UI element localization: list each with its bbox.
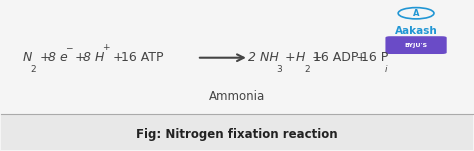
Text: 8 H: 8 H [83, 51, 104, 64]
Text: 16 ADP: 16 ADP [313, 51, 359, 64]
Text: 3: 3 [276, 65, 282, 74]
Text: 2: 2 [304, 65, 310, 74]
FancyBboxPatch shape [385, 36, 447, 54]
Text: A: A [413, 9, 419, 18]
Text: +: + [312, 51, 322, 64]
Text: −: − [65, 43, 73, 52]
Text: +: + [284, 51, 295, 64]
Text: i: i [385, 65, 388, 74]
Text: +: + [113, 51, 124, 64]
Text: 16 P: 16 P [361, 51, 388, 64]
Text: 8 e: 8 e [48, 51, 68, 64]
Text: +: + [355, 51, 366, 64]
Text: Fig: Nitrogen fixation reaction: Fig: Nitrogen fixation reaction [136, 128, 338, 141]
Text: 2 NH: 2 NH [247, 51, 278, 64]
Text: N: N [23, 51, 32, 64]
Text: 2: 2 [31, 65, 36, 74]
Text: H: H [296, 51, 305, 64]
Text: +: + [39, 51, 50, 64]
Text: +: + [102, 43, 109, 52]
Text: 16 ATP: 16 ATP [120, 51, 163, 64]
Text: Aakash: Aakash [395, 26, 438, 36]
Text: BYJU'S: BYJU'S [404, 43, 428, 48]
FancyBboxPatch shape [1, 114, 473, 150]
Text: Ammonia: Ammonia [209, 90, 265, 103]
Text: +: + [74, 51, 85, 64]
